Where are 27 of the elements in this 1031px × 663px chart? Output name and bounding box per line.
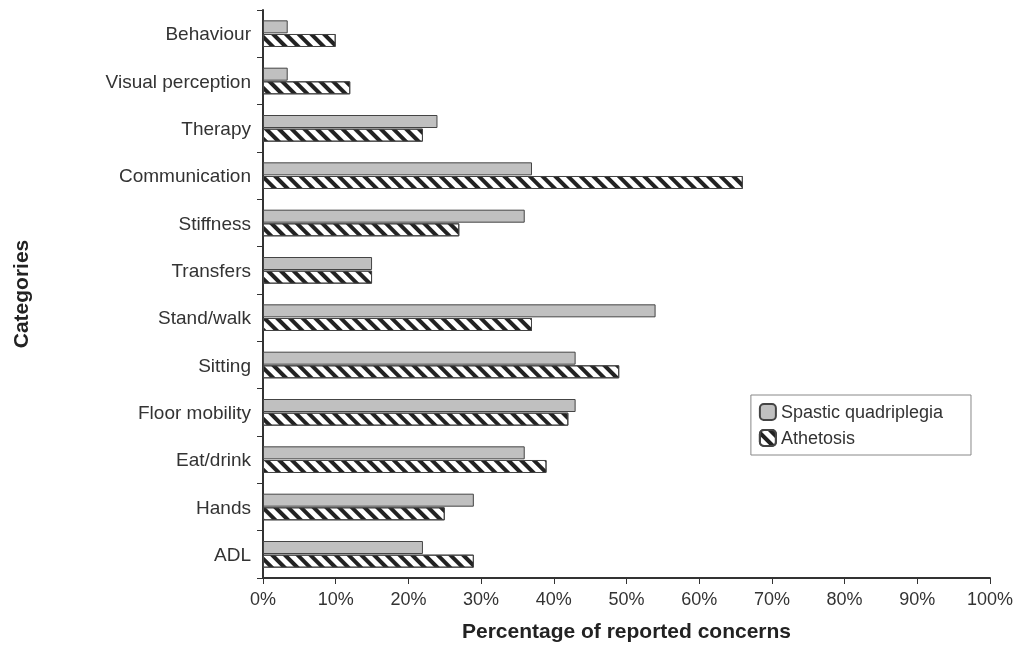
- y-tick-label: Stiffness: [178, 212, 251, 234]
- y-tick-label: Hands: [196, 496, 251, 518]
- y-tick-label: Stand/walk: [158, 307, 252, 329]
- x-tick-label: 70%: [753, 589, 790, 609]
- x-tick-label: 10%: [317, 589, 354, 609]
- y-tick-label: Behaviour: [165, 23, 252, 45]
- y-tick-label: Floor mobility: [138, 401, 252, 423]
- x-tick-label: 80%: [826, 589, 863, 609]
- x-axis-title: Percentage of reported concerns: [461, 619, 792, 642]
- x-tick-label: 100%: [966, 589, 1014, 609]
- legend-label: Athetosis: [780, 428, 855, 448]
- x-tick-label: 60%: [681, 589, 718, 609]
- y-tick-label: Therapy: [181, 117, 252, 139]
- y-tick-label: Communication: [119, 165, 251, 187]
- y-tick-label: Visual perception: [105, 70, 251, 92]
- x-tick-label: 90%: [899, 589, 936, 609]
- legend-label: Spastic quadriplegia: [780, 402, 944, 422]
- y-tick-label: ADL: [214, 543, 251, 565]
- y-axis-title: Categories: [9, 239, 32, 349]
- x-tick-label: 0%: [249, 589, 277, 609]
- x-tick-label: 50%: [608, 589, 645, 609]
- y-tick-label: Sitting: [198, 354, 251, 376]
- x-tick-label: 20%: [390, 589, 427, 609]
- y-tick-label: Eat/drink: [176, 449, 252, 471]
- x-tick-label: 30%: [463, 589, 500, 609]
- x-tick-label: 40%: [535, 589, 572, 609]
- y-tick-label: Transfers: [171, 259, 251, 281]
